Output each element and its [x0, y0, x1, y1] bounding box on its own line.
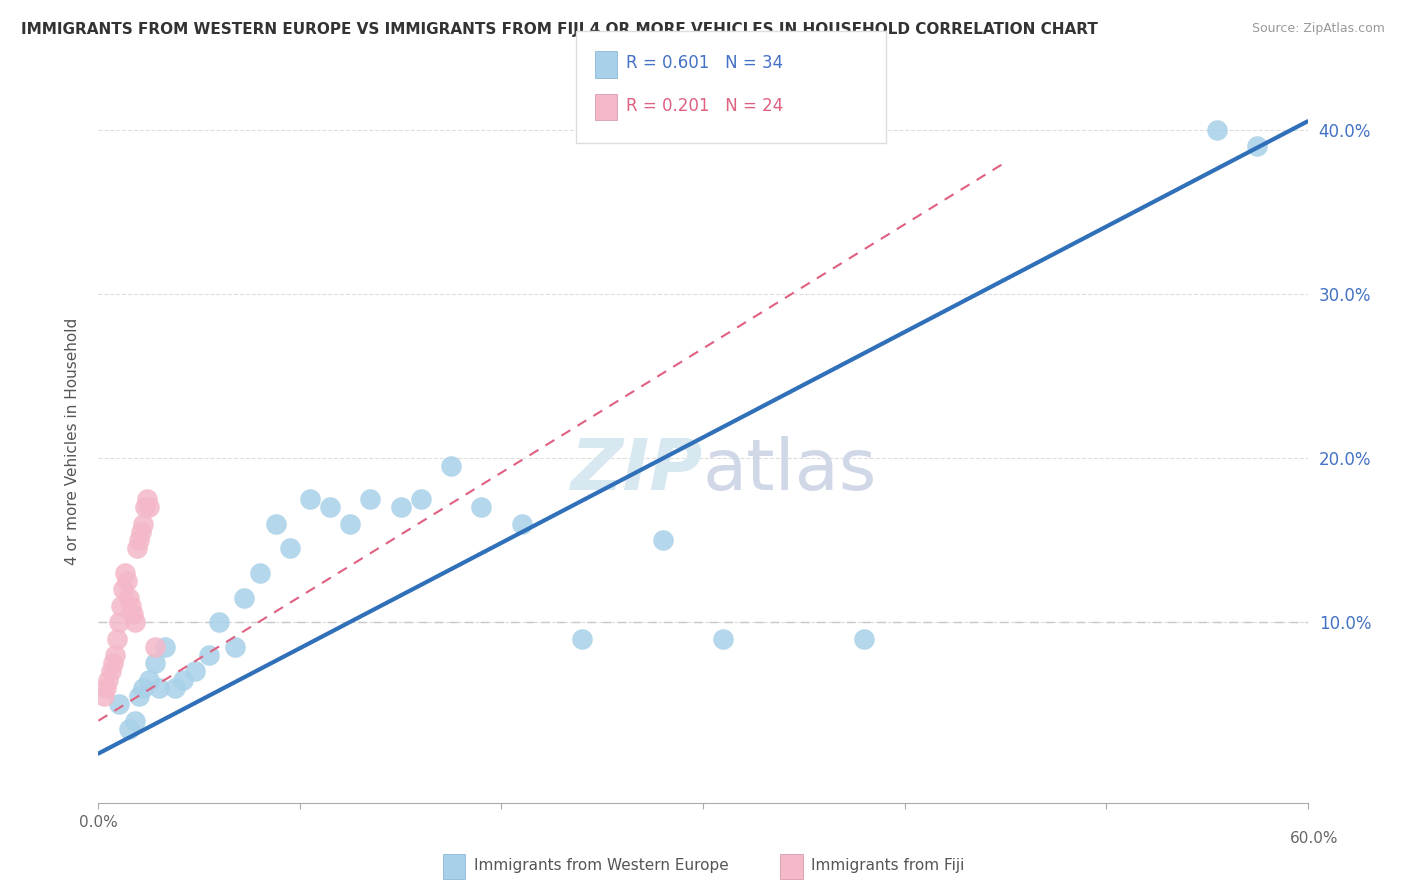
Text: IMMIGRANTS FROM WESTERN EUROPE VS IMMIGRANTS FROM FIJI 4 OR MORE VEHICLES IN HOU: IMMIGRANTS FROM WESTERN EUROPE VS IMMIGR…	[21, 22, 1098, 37]
Point	[148, 681, 170, 695]
Point	[339, 516, 361, 531]
Point	[107, 698, 129, 712]
Point	[1246, 139, 1268, 153]
Point	[135, 491, 157, 506]
Point	[470, 500, 492, 515]
Point	[440, 459, 463, 474]
Point	[299, 491, 322, 506]
Point	[103, 648, 125, 662]
Point	[853, 632, 876, 646]
Point	[120, 599, 142, 613]
Text: Immigrants from Fiji: Immigrants from Fiji	[811, 858, 965, 872]
Point	[110, 599, 132, 613]
Point	[125, 541, 148, 556]
Point	[114, 566, 136, 580]
Point	[115, 574, 138, 588]
Point	[249, 566, 271, 580]
Point	[208, 615, 231, 630]
Point	[711, 632, 734, 646]
Point	[184, 665, 207, 679]
Text: R = 0.201   N = 24: R = 0.201 N = 24	[626, 97, 783, 115]
Text: Source: ZipAtlas.com: Source: ZipAtlas.com	[1251, 22, 1385, 36]
Point	[232, 591, 254, 605]
Point	[124, 615, 146, 630]
Point	[319, 500, 342, 515]
Text: R = 0.601   N = 34: R = 0.601 N = 34	[626, 54, 783, 72]
Point	[571, 632, 593, 646]
Point	[96, 681, 118, 695]
Point	[389, 500, 412, 515]
Point	[129, 524, 152, 539]
Point	[97, 673, 120, 687]
Point	[101, 657, 124, 671]
Point	[105, 632, 128, 646]
Point	[409, 491, 432, 506]
Point	[138, 500, 160, 515]
Point	[1206, 122, 1229, 136]
Point	[134, 500, 156, 515]
Point	[143, 657, 166, 671]
Point	[121, 607, 143, 621]
Point	[264, 516, 287, 531]
Point	[118, 591, 141, 605]
Point	[172, 673, 194, 687]
Point	[124, 714, 146, 728]
Point	[138, 673, 160, 687]
Point	[128, 689, 150, 703]
Point	[198, 648, 221, 662]
Point	[111, 582, 134, 597]
Text: 60.0%: 60.0%	[1291, 831, 1339, 847]
Text: ZIP: ZIP	[571, 436, 703, 505]
Point	[163, 681, 186, 695]
Point	[118, 722, 141, 736]
Point	[143, 640, 166, 654]
Point	[132, 516, 155, 531]
Point	[107, 615, 129, 630]
Y-axis label: 4 or more Vehicles in Household: 4 or more Vehicles in Household	[65, 318, 80, 566]
Point	[132, 681, 155, 695]
Point	[224, 640, 246, 654]
Point	[100, 665, 122, 679]
Point	[128, 533, 150, 547]
Point	[651, 533, 673, 547]
Point	[93, 689, 115, 703]
Text: atlas: atlas	[703, 436, 877, 505]
Text: Immigrants from Western Europe: Immigrants from Western Europe	[474, 858, 728, 872]
Point	[153, 640, 176, 654]
Point	[510, 516, 533, 531]
Point	[360, 491, 382, 506]
Point	[278, 541, 301, 556]
